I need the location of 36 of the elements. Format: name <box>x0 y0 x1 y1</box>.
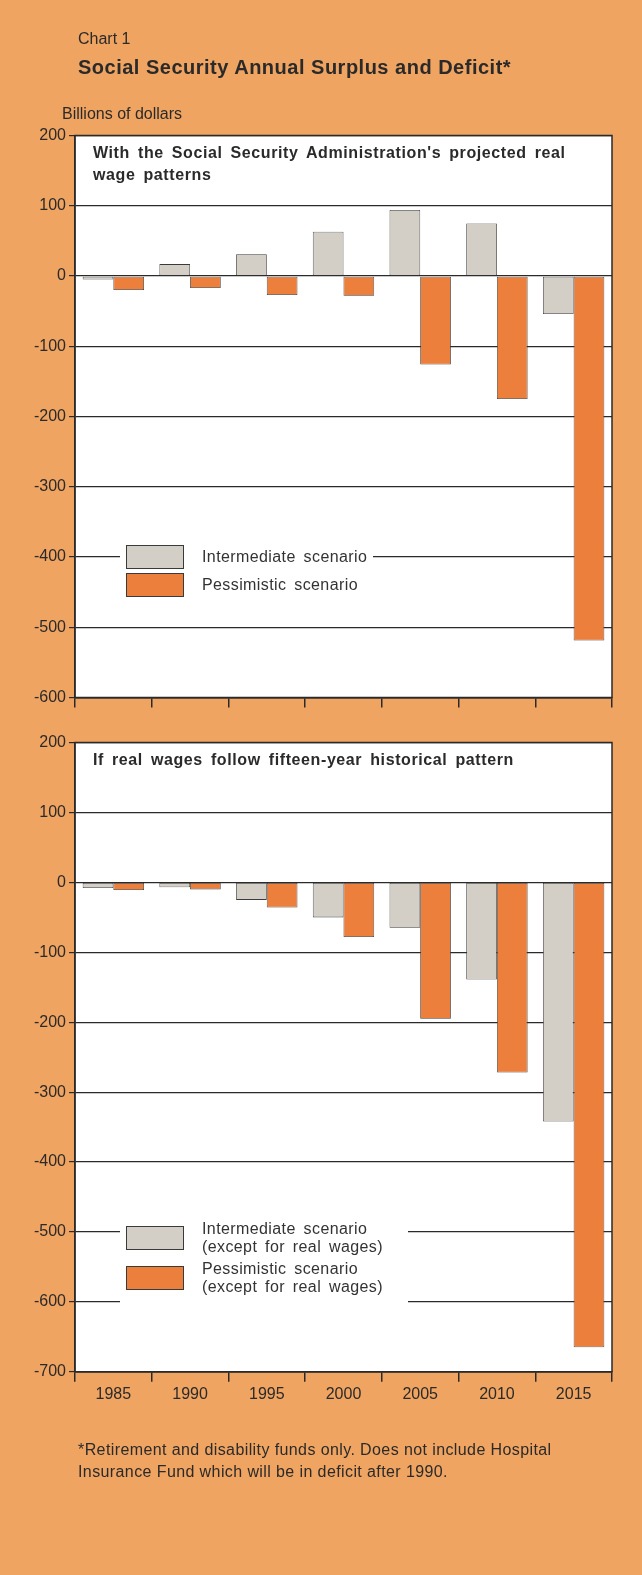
y-tick-label: -600 <box>33 687 67 705</box>
caption: Chart 1 <box>77 29 132 48</box>
x-tick-label: 2010 <box>479 1384 515 1402</box>
y-tick-label: -100 <box>33 942 67 960</box>
text: With the Social Security Administration's projected real wage patterns <box>93 142 567 185</box>
y-tick-label: 0 <box>57 266 67 284</box>
x-tick-label: 2005 <box>402 1384 439 1402</box>
y-tick-label: -400 <box>33 547 67 565</box>
y-axis-title: Billions of dollars <box>61 104 184 123</box>
y-tick-label: 0 <box>57 872 67 890</box>
legend-label: Intermediate scenario <box>202 548 368 567</box>
y-tick-label: -500 <box>33 1222 67 1240</box>
y-tick-label: 100 <box>39 196 67 214</box>
legend-label: Intermediate scenario (except for real wages) <box>202 1219 384 1256</box>
y-tick-label: 200 <box>39 733 67 751</box>
y-tick-label: -100 <box>33 336 67 354</box>
y-tick-label: -300 <box>33 477 67 495</box>
y-tick-label: -600 <box>33 1292 67 1310</box>
y-tick-label: -300 <box>33 1082 67 1100</box>
x-tick-label: 1990 <box>172 1384 208 1402</box>
y-tick-label: 200 <box>39 126 67 144</box>
y-tick-label: 100 <box>39 802 67 820</box>
y-tick-label: -200 <box>33 406 67 424</box>
x-tick-label: 1985 <box>95 1384 132 1402</box>
text: *Retirement and disability funds only. Does not include Hospital Insurance Fund which will be in deficit after 1990. <box>77 1440 553 1482</box>
x-tick-label: 2015 <box>555 1384 592 1402</box>
y-tick-label: -500 <box>33 617 67 635</box>
y-tick-label: -200 <box>33 1012 67 1030</box>
text: If real wages follow fifteen-year historical pattern <box>93 749 515 770</box>
chart-title: Social Security Annual Surplus and Deficit* <box>77 55 513 79</box>
y-tick-label: -400 <box>33 1152 67 1170</box>
x-tick-label: 1995 <box>248 1384 285 1402</box>
x-tick-label: 2000 <box>325 1384 362 1402</box>
legend-label: Pessimistic scenario (except for real wages) <box>202 1259 384 1296</box>
legend-label: Pessimistic scenario <box>202 576 358 595</box>
y-tick-label: -700 <box>33 1362 67 1380</box>
